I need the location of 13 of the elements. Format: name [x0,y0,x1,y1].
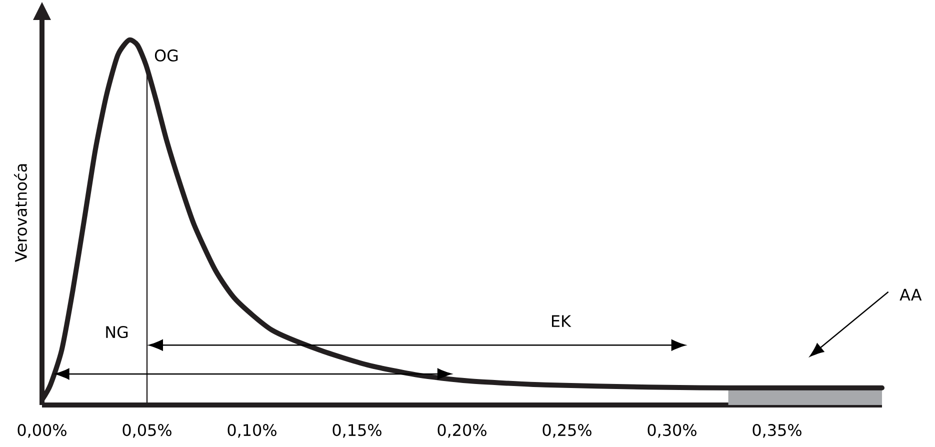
ref-line-label: OG [154,49,178,62]
annotation: EK [552,315,572,327]
x-tick-label: 0,25% [542,424,592,438]
x-tick-label: 0,00% [18,424,66,438]
x-tick-label: 0,35% [752,424,802,438]
x-tick-label: 0,05% [122,424,172,438]
y-axis-title: Verovatnoća [14,164,27,262]
x-tick-label: 0,20% [438,424,486,438]
x-tick-label: 0,15% [332,424,382,438]
annotation: NG [106,326,128,338]
text: AA [900,288,922,301]
x-tick-label: 0,30% [648,424,696,438]
x-tick-label: 0,10% [228,424,276,438]
